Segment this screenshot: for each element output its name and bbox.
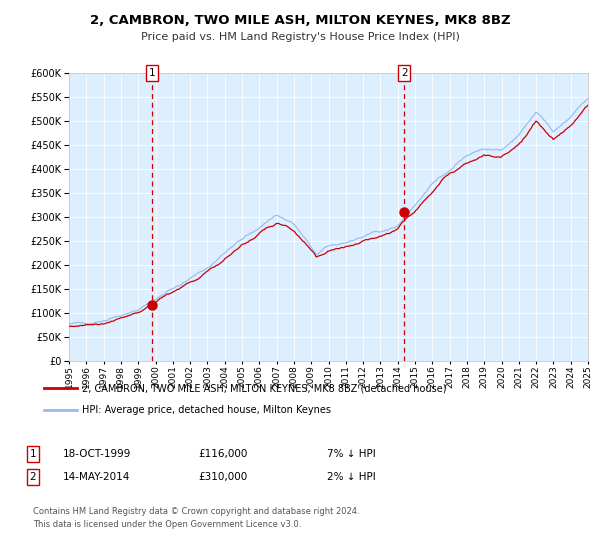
Text: HPI: Average price, detached house, Milton Keynes: HPI: Average price, detached house, Milt…	[82, 405, 331, 415]
Text: 7% ↓ HPI: 7% ↓ HPI	[327, 449, 376, 459]
Text: 1: 1	[29, 449, 37, 459]
Text: This data is licensed under the Open Government Licence v3.0.: This data is licensed under the Open Gov…	[33, 520, 301, 529]
Text: 1: 1	[149, 68, 155, 78]
Text: 18-OCT-1999: 18-OCT-1999	[63, 449, 131, 459]
Text: 2, CAMBRON, TWO MILE ASH, MILTON KEYNES, MK8 8BZ (detached house): 2, CAMBRON, TWO MILE ASH, MILTON KEYNES,…	[82, 383, 446, 393]
Text: £310,000: £310,000	[198, 472, 247, 482]
Text: 14-MAY-2014: 14-MAY-2014	[63, 472, 130, 482]
Text: Contains HM Land Registry data © Crown copyright and database right 2024.: Contains HM Land Registry data © Crown c…	[33, 507, 359, 516]
Text: Price paid vs. HM Land Registry's House Price Index (HPI): Price paid vs. HM Land Registry's House …	[140, 32, 460, 43]
Text: 2: 2	[29, 472, 37, 482]
Text: 2: 2	[401, 68, 407, 78]
Text: 2, CAMBRON, TWO MILE ASH, MILTON KEYNES, MK8 8BZ: 2, CAMBRON, TWO MILE ASH, MILTON KEYNES,…	[89, 14, 511, 27]
Text: 2% ↓ HPI: 2% ↓ HPI	[327, 472, 376, 482]
Text: £116,000: £116,000	[198, 449, 247, 459]
